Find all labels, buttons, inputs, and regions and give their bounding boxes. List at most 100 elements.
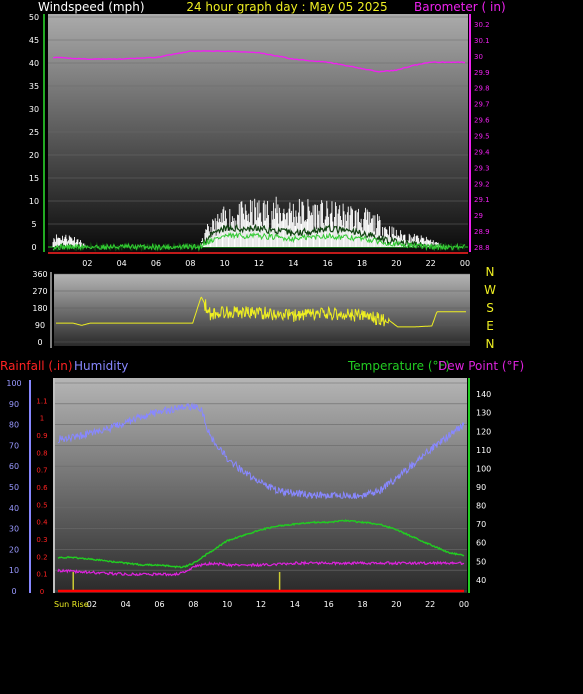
barometer-tick-label: 29	[474, 212, 483, 220]
barometer-tick-label: 29.6	[474, 117, 490, 125]
windspeed-tick-label: 40	[29, 59, 39, 68]
barometer-tick-label: 28.9	[474, 228, 490, 236]
barometer-tick-label: 29.7	[474, 101, 490, 109]
temperature-x-tick-label: 04	[121, 600, 131, 609]
rainfall-tick-label: 0.2	[36, 553, 47, 561]
wind-direction-line	[56, 296, 466, 328]
compass-label: N	[486, 337, 495, 351]
barometer-tick-label: 29.2	[474, 180, 490, 188]
temperature-tick-label: 70	[476, 520, 486, 529]
windspeed-gridlines	[48, 16, 468, 248]
windspeed-x-tick-label: 02	[82, 259, 92, 268]
windspeed-tick-label: 20	[29, 151, 39, 160]
windspeed-x-tick-label: 16	[323, 259, 333, 268]
windspeed-tick-label: 50	[29, 13, 39, 22]
windspeed-gust-line	[52, 231, 466, 252]
windspeed-x-tick-label: 08	[185, 259, 195, 268]
windspeed-average-line	[52, 223, 466, 253]
temperature-x-tick-label: 02	[87, 600, 97, 609]
direction-gridlines	[54, 273, 470, 343]
barometer-axis-title: Barometer ( in)	[414, 0, 506, 14]
humidity-tick-label: 10	[9, 566, 19, 575]
windspeed-x-tick-label: 00	[460, 259, 470, 268]
dewpoint-line	[57, 560, 465, 577]
windspeed-x-tick-label: 20	[391, 259, 401, 268]
temperature-axis-title: Temperature (°F)	[347, 359, 450, 373]
chart-title: 24 hour graph day : May 05 2025	[186, 0, 387, 14]
windspeed-axes: 0 5 10 15 20 25 30 35 40 45 50 28.8 28.9 29 29.1 29.2 29…	[29, 13, 490, 268]
humidity-tick-label: 80	[9, 421, 19, 430]
humidity-axis-title: Humidity	[74, 359, 128, 373]
barometer-tick-label: 29.8	[474, 85, 490, 93]
windspeed-tick-label: 35	[29, 82, 39, 91]
humidity-tick-label: 20	[9, 545, 19, 554]
temperature-line	[57, 518, 465, 569]
rainfall-tick-label: 0.5	[36, 501, 47, 509]
temperature-tick-label: 40	[476, 576, 486, 585]
windspeed-x-tick-label: 04	[117, 259, 127, 268]
windspeed-axis-title: Windspeed (mph)	[38, 0, 145, 14]
humidity-tick-label: 40	[9, 504, 19, 513]
rainfall-tick-label: 0.8	[36, 449, 47, 457]
direction-tick-label: 270	[32, 287, 47, 296]
windspeed-marks	[48, 50, 468, 253]
humidity-tick-label: 60	[9, 462, 19, 471]
direction-tick-label: 0	[37, 338, 42, 347]
barometer-tick-label: 30.1	[474, 37, 490, 45]
rainfall-tick-label: 1	[40, 415, 44, 423]
humidity-tick-label: 50	[9, 483, 19, 492]
temperature-tick-label: 140	[476, 390, 491, 399]
sunrise-label: Sun Rise	[54, 600, 89, 609]
windspeed-tick-label: 5	[31, 220, 36, 229]
windspeed-plot-area	[48, 14, 468, 252]
temperature-x-tick-label: 16	[324, 600, 334, 609]
windspeed-x-tick-label: 22	[426, 259, 436, 268]
dewpoint-axis-title: Dew Point (°F)	[438, 359, 524, 373]
direction-marks	[56, 296, 466, 328]
temperature-x-tick-label: 00	[459, 600, 469, 609]
windspeed-tick-label: 0	[31, 243, 36, 252]
barometer-tick-label: 29.5	[474, 133, 490, 141]
rainfall-tick-label: 0.9	[36, 432, 47, 440]
compass-label: S	[486, 301, 494, 315]
humidity-tick-label: 70	[9, 441, 19, 450]
direction-tick-label: 90	[35, 321, 45, 330]
barometer-tick-label: 29.4	[474, 148, 490, 156]
temperature-x-tick-label: 22	[425, 600, 435, 609]
temperature-tick-label: 80	[476, 502, 486, 511]
barometer-tick-label: 29.1	[474, 196, 490, 204]
rainfall-tick-label: 0	[40, 588, 44, 596]
barometer-tick-label: 28.8	[474, 244, 490, 252]
windspeed-x-tick-label: 14	[288, 259, 298, 268]
temperature-tick-label: 120	[476, 427, 491, 436]
rainfall-tick-label: 0.1	[36, 571, 47, 579]
windspeed-tick-label: 45	[29, 36, 39, 45]
barometer-tick-label: 30.2	[474, 21, 490, 29]
windspeed-x-tick-label: 18	[357, 259, 367, 268]
temperature-x-tick-label: 12	[256, 600, 266, 609]
windspeed-tick-label: 25	[29, 128, 39, 137]
temperature-tick-label: 60	[476, 539, 486, 548]
rainfall-tick-label: 0.6	[36, 484, 48, 492]
temperature-tick-label: 90	[476, 483, 486, 492]
compass-label: N	[486, 265, 495, 279]
humidity-line	[57, 402, 465, 500]
temperature-x-tick-label: 08	[188, 600, 198, 609]
rainfall-tick-label: 1.1	[36, 397, 47, 405]
barometer-tick-label: 29.9	[474, 69, 490, 77]
temperature-tick-label: 50	[476, 557, 486, 566]
temperature-tick-label: 130	[476, 409, 491, 418]
temperature-marks	[57, 402, 465, 593]
temperature-tick-label: 110	[476, 446, 491, 455]
temperature-x-tick-label: 06	[154, 600, 164, 609]
temperature-tick-label: 100	[476, 464, 491, 473]
humidity-tick-label: 90	[9, 400, 19, 409]
temperature-x-tick-label: 14	[290, 600, 300, 609]
windspeed-tick-label: 30	[29, 105, 39, 114]
direction-plot-area	[54, 274, 470, 346]
rainfall-tick-label: 0.3	[36, 536, 47, 544]
direction-tick-label: 180	[32, 304, 47, 313]
windspeed-tick-label: 15	[29, 174, 39, 183]
